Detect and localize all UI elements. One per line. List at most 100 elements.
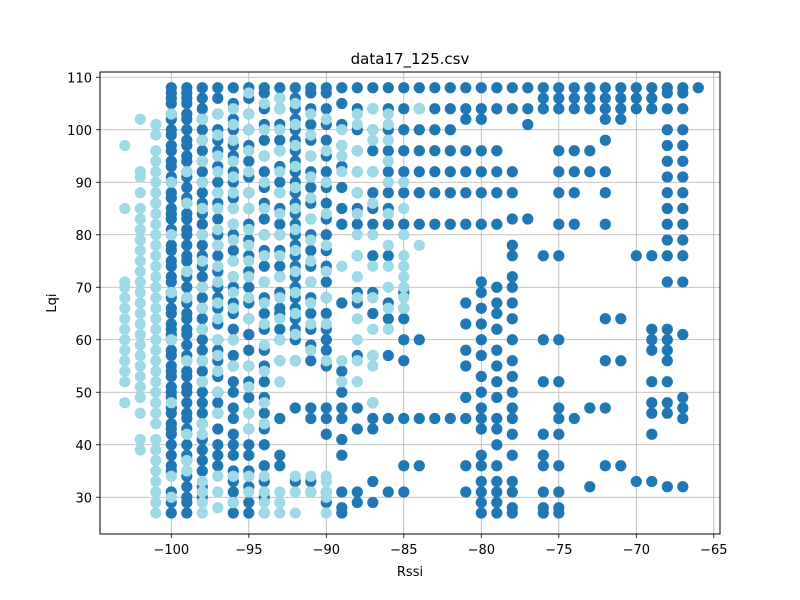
data-point: [599, 113, 611, 125]
data-point: [243, 328, 255, 341]
data-point: [351, 423, 363, 435]
data-point: [196, 113, 208, 125]
data-point: [367, 166, 379, 178]
data-point: [475, 423, 487, 435]
data-point: [646, 334, 658, 346]
data-point: [367, 260, 379, 272]
data-point: [165, 82, 177, 94]
data-point: [491, 391, 503, 404]
data-point: [150, 281, 162, 293]
data-point: [475, 166, 487, 178]
data-point: [491, 145, 503, 157]
data-point: [398, 229, 410, 241]
data-point: [196, 397, 208, 409]
data-point: [165, 449, 177, 461]
data-point: [630, 92, 642, 104]
data-point: [320, 292, 332, 304]
data-point: [150, 355, 162, 367]
data-point: [196, 202, 208, 215]
data-point: [227, 449, 239, 461]
data-point: [196, 92, 208, 104]
data-point: [196, 255, 208, 267]
data-point: [491, 344, 503, 356]
data-point: [336, 150, 348, 162]
data-point: [475, 113, 487, 125]
data-point: [150, 465, 162, 477]
data-point: [134, 166, 146, 178]
data-point: [661, 355, 673, 367]
data-point: [429, 124, 441, 136]
data-point: [227, 171, 239, 183]
data-point: [506, 475, 518, 488]
data-point: [289, 118, 301, 131]
data-point: [661, 250, 673, 262]
data-point: [320, 470, 332, 482]
data-point: [243, 187, 255, 199]
data-point: [677, 481, 689, 493]
data-point: [661, 171, 673, 183]
data-point: [553, 166, 565, 178]
data-point: [460, 297, 472, 309]
y-axis-label: Lqi: [45, 293, 60, 312]
data-point: [227, 234, 239, 246]
data-point: [475, 412, 487, 425]
data-point: [367, 423, 379, 435]
data-point: [134, 433, 146, 446]
data-point: [289, 181, 301, 194]
data-point: [351, 355, 363, 367]
data-point: [119, 344, 131, 356]
data-point: [150, 197, 162, 209]
data-point: [336, 82, 348, 94]
data-point: [134, 276, 146, 288]
data-point: [134, 223, 146, 236]
data-point: [661, 218, 673, 230]
data-point: [212, 386, 224, 398]
data-point: [460, 344, 472, 356]
data-point: [258, 407, 270, 419]
data-point: [382, 302, 394, 314]
data-point: [460, 218, 472, 230]
data-point: [367, 397, 379, 409]
plot-background: [100, 72, 720, 534]
data-point: [289, 286, 301, 299]
data-point: [258, 307, 270, 320]
data-point: [243, 87, 255, 99]
data-point: [615, 460, 627, 472]
data-point: [227, 386, 239, 398]
data-point: [553, 145, 565, 157]
data-point: [553, 103, 565, 115]
data-point: [336, 218, 348, 230]
data-point: [258, 470, 270, 482]
data-point: [351, 334, 363, 346]
data-point: [661, 124, 673, 136]
data-point: [320, 318, 332, 330]
data-point: [165, 239, 177, 251]
data-point: [553, 502, 565, 514]
data-point: [491, 166, 503, 178]
data-point: [227, 271, 239, 283]
data-point: [165, 155, 177, 167]
data-point: [506, 213, 518, 225]
data-point: [351, 187, 363, 199]
data-point: [537, 82, 549, 94]
data-point: [150, 334, 162, 346]
data-point: [274, 460, 286, 472]
data-point: [227, 134, 239, 146]
data-point: [537, 428, 549, 440]
data-point: [134, 286, 146, 299]
data-point: [212, 397, 224, 409]
data-point: [382, 155, 394, 167]
data-point: [119, 292, 131, 304]
data-point: [336, 433, 348, 446]
data-point: [243, 496, 255, 509]
data-point: [584, 82, 596, 94]
data-point: [413, 124, 425, 136]
data-point: [181, 507, 193, 519]
data-point: [165, 507, 177, 519]
data-point: [212, 82, 224, 94]
data-point: [227, 302, 239, 314]
data-point: [212, 223, 224, 236]
data-point: [150, 344, 162, 356]
data-point: [134, 187, 146, 199]
data-point: [243, 344, 255, 356]
